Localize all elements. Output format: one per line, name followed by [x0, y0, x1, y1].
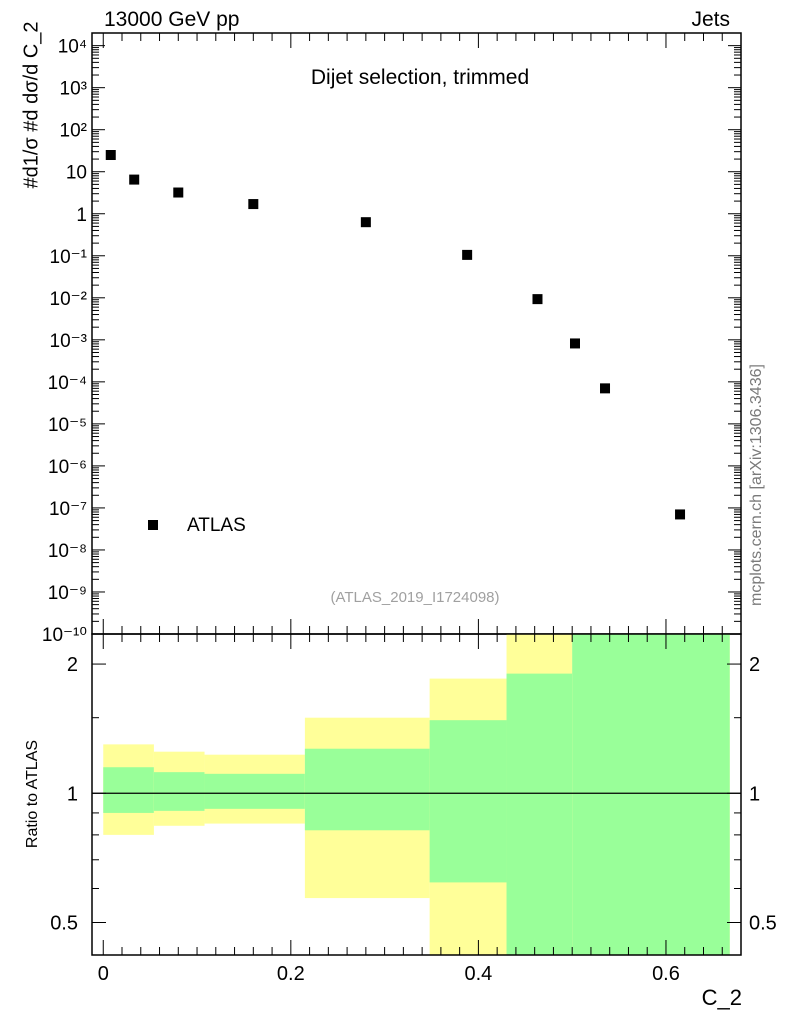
atlas-data-point: [129, 174, 140, 185]
ratio-yaxis-label: Ratio to ATLAS: [24, 739, 41, 849]
main-ytick-label: 10⁻⁷: [49, 499, 87, 520]
atlas-data-point: [600, 383, 611, 394]
ratio-frame: [91, 633, 742, 956]
main-ytick-label: 10: [66, 163, 87, 184]
main-ytick-label: 10⁻⁵: [48, 415, 87, 436]
atlas-data-point: [248, 199, 259, 210]
main-yaxis-label: #d1/σ #d dσ/d C_2: [20, 21, 43, 189]
main-ytick-label: 1: [76, 205, 87, 226]
atlas-data-point: [173, 187, 184, 198]
ratio-xtick-label: 0: [98, 963, 109, 985]
analysis-tag: (ATLAS_2019_I1724098): [330, 589, 500, 606]
legend-label-atlas: ATLAS: [187, 515, 246, 536]
main-ytick-label: 10⁻⁶: [48, 457, 87, 478]
main-ytick-label: 10⁻⁴: [48, 373, 87, 394]
main-ytick-label: 10⁴: [58, 37, 87, 58]
ratio-ytick-label-left: 2: [67, 654, 78, 676]
ratio-xtick-label: 0.4: [464, 963, 492, 985]
legend-marker-atlas: [148, 520, 158, 530]
ratio-band-inner-5: [506, 673, 573, 955]
main-ytick-label: 10⁻⁹: [48, 583, 87, 604]
ratio-plot: 0 0.2 0.4 0.6 0.5 0.5 1 1 2 2: [50, 633, 777, 985]
ratio-band-inner-3: [304, 748, 430, 831]
main-ytick-label: 10³: [60, 79, 87, 100]
ratio-ytick-label-left: 1: [67, 783, 78, 805]
header-left-label: 13000 GeV pp: [104, 8, 240, 31]
ratio-ytick-label-right: 0.5: [749, 912, 777, 934]
main-ytick-label: 10⁻⁸: [48, 541, 87, 562]
ratio-band-inner-6: [572, 634, 730, 955]
atlas-data-point: [675, 509, 686, 520]
main-ytick-label: 10²: [60, 121, 87, 142]
ratio-ytick-label-right: 1: [749, 783, 760, 805]
ratio-band-inner-4: [429, 720, 507, 883]
atlas-data-point: [105, 150, 116, 161]
main-ytick-label: 10⁻¹⁰: [42, 625, 87, 646]
atlas-data-point: [569, 338, 580, 349]
atlas-data-point: [462, 249, 473, 260]
main-ytick-label: 10⁻³: [50, 331, 88, 352]
main-plot: 10⁻¹⁰ 10⁻⁹ 10⁻⁸ 10⁻⁷ 10⁻⁶ 10⁻⁵ 10⁻⁴ 10⁻³ 10⁻² 10⁻…: [42, 32, 742, 646]
ratio-xtick-label: 0.6: [652, 963, 680, 985]
atlas-data-point: [532, 294, 543, 305]
plot-title: Dijet selection, trimmed: [310, 66, 530, 89]
main-frame: [91, 32, 742, 635]
header-right-label: Jets: [691, 8, 730, 31]
ratio-ytick-label-right: 2: [749, 654, 760, 676]
side-credit: mcplots.cern.ch [arXiv:1306.3436]: [748, 364, 765, 606]
main-ytick-label: 10⁻¹: [50, 247, 88, 268]
ratio-band-inner-2: [204, 773, 305, 809]
ratio-band-inner-0: [103, 767, 154, 813]
atlas-data-point: [360, 217, 371, 228]
xaxis-label: C_2: [701, 985, 742, 1010]
main-ytick-label: 10⁻²: [50, 289, 88, 310]
ratio-band-inner-1: [153, 772, 205, 811]
ratio-ytick-label-left: 0.5: [50, 912, 78, 934]
ratio-xtick-label: 0.2: [277, 963, 305, 985]
